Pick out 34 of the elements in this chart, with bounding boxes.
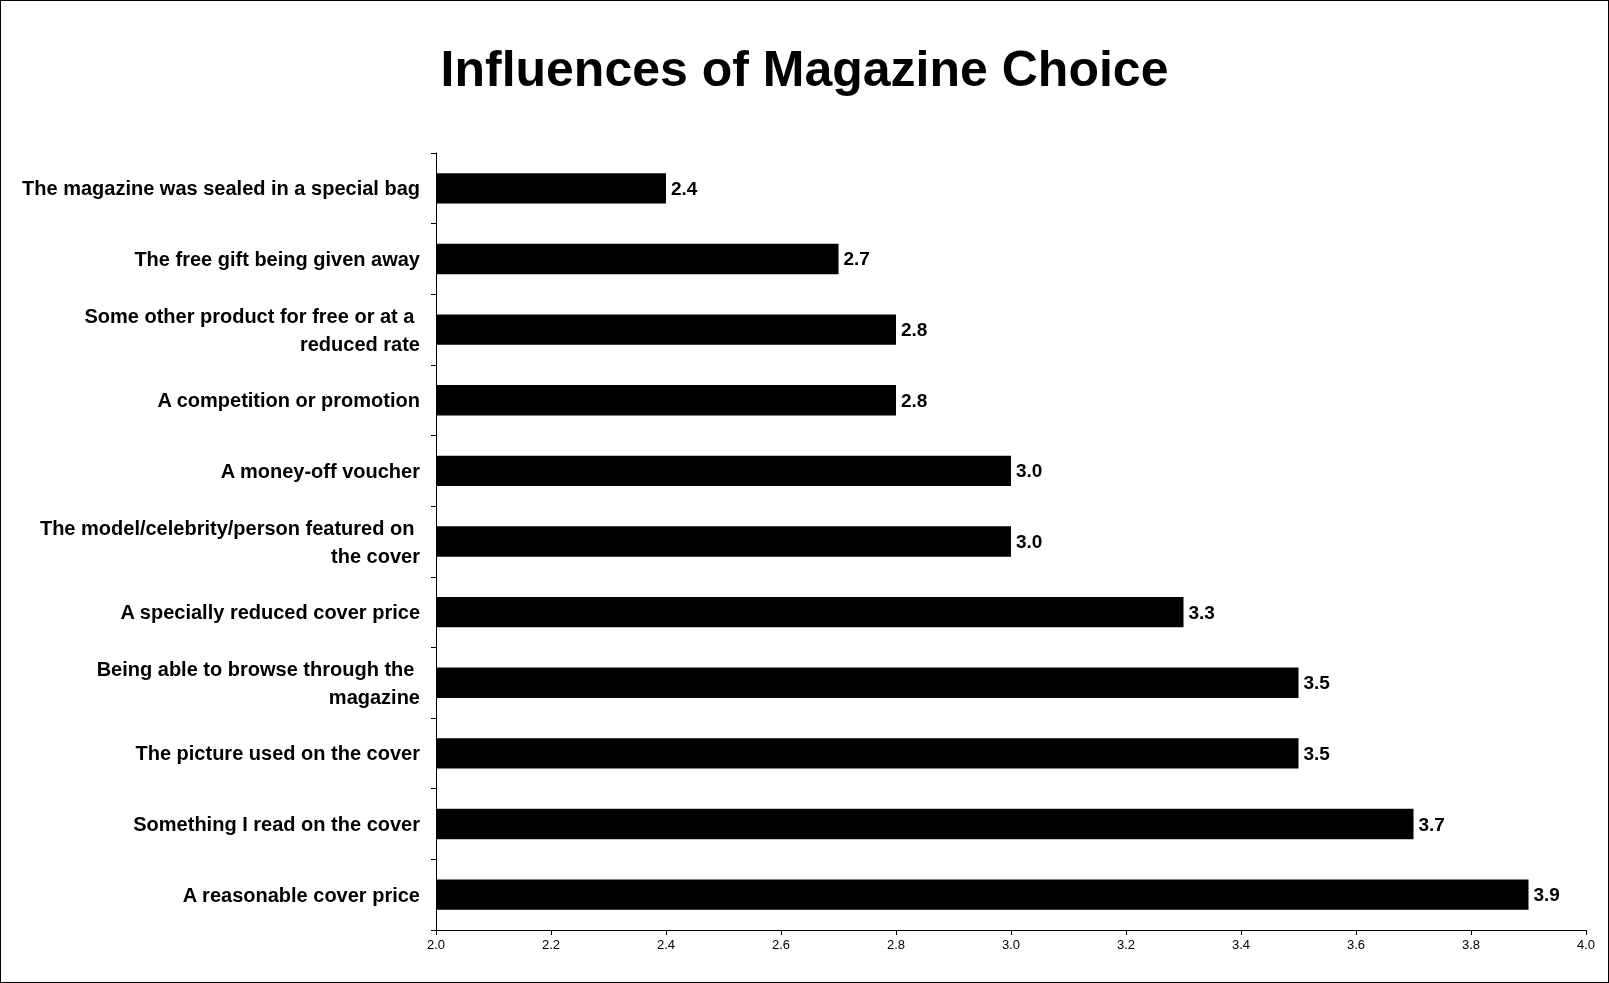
data-label: 2.8 — [901, 389, 928, 411]
x-tick-label: 3.2 — [1116, 937, 1136, 952]
data-label: 3.7 — [1418, 813, 1445, 835]
data-label: 3.9 — [1533, 884, 1560, 906]
y-tick-label: A specially reduced cover price — [120, 601, 420, 624]
x-tick-label: 3.4 — [1231, 937, 1251, 952]
chart-title: Influences of Magazine Choice — [440, 41, 1169, 97]
x-tick-label: 3.6 — [1346, 937, 1366, 952]
data-label: 3.0 — [1016, 460, 1043, 482]
x-tick-label: 4.0 — [1576, 937, 1596, 952]
x-tick-label: 2.8 — [886, 937, 906, 952]
data-label: 3.3 — [1188, 601, 1215, 623]
data-label: 2.4 — [671, 177, 698, 199]
data-label: 3.5 — [1303, 742, 1331, 764]
x-tick-label: 2.0 — [426, 937, 446, 952]
y-tick-label: Some other product for free or at a reduced rate — [84, 304, 420, 355]
x-tick-label: 3.0 — [1001, 937, 1021, 952]
data-label: 3.5 — [1303, 672, 1331, 694]
y-tick-label: A money-off voucher — [220, 459, 421, 482]
y-tick-label: A reasonable cover price — [182, 883, 420, 906]
y-tick-label: The free gift being given away — [134, 247, 421, 270]
x-tick-label: 2.2 — [541, 937, 561, 952]
data-label: 2.8 — [901, 319, 928, 341]
y-tick-label: The model/celebrity/person featured on the cover — [39, 516, 421, 567]
data-label: 3.0 — [1016, 531, 1043, 552]
y-tick-label: The magazine was sealed in a special bag — [22, 177, 420, 200]
y-tick-label: A competition or promotion — [157, 389, 420, 412]
y-tick-label: Being able to browse through the magazine — [96, 657, 420, 708]
data-label: 2.7 — [843, 248, 870, 270]
x-tick-label: 3.8 — [1461, 937, 1481, 952]
x-tick-label: 2.6 — [771, 937, 791, 952]
y-tick-label: Something I read on the cover — [133, 813, 421, 836]
x-tick-label: 2.4 — [656, 937, 676, 952]
y-tick-label: The picture used on the cover — [135, 742, 421, 765]
